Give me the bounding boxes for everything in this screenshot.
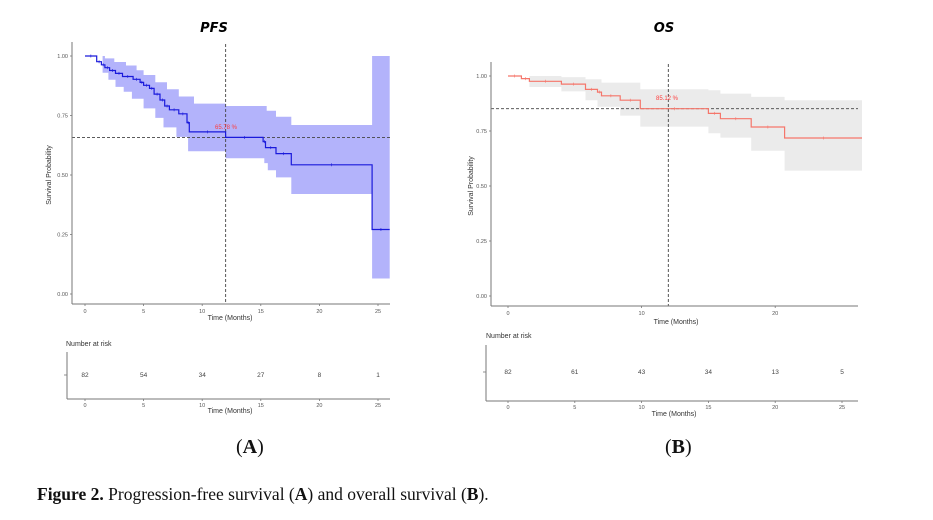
os-ytick-label: 0.75 (476, 129, 487, 135)
figure-caption: Figure 2. Progression-free survival (A) … (37, 484, 489, 504)
pfs-title: PFS (200, 21, 228, 36)
pfs-risk-xlabel: Time (Months) (208, 408, 253, 415)
os-risk-xlabel: Time (Months) (652, 411, 697, 418)
os-ci-band (508, 76, 862, 171)
os-xtick-label: 10 (639, 311, 645, 317)
os-survival-curve (508, 74, 862, 140)
os-ytick-label: 0.00 (476, 294, 487, 300)
pfs-xtick-label: 20 (316, 309, 322, 315)
os-risk-value: 82 (504, 369, 512, 376)
pfs-risk-xtick-label: 20 (316, 403, 322, 409)
pfs-risk-xtick-label: 25 (375, 403, 381, 409)
os-risk-table: 82 0 61 5 43 10 34 15 13 20 5 25 (483, 345, 858, 411)
pfs-km-line (85, 55, 390, 231)
pfs-ytick-label: 1.00 (57, 54, 68, 60)
pfs-risk-value: 82 (81, 372, 89, 379)
os-xtick-label: 0 (506, 311, 509, 317)
pfs-risk-xtick-label: 10 (199, 403, 205, 409)
pfs-risk-xtick-label: 0 (83, 403, 86, 409)
figure-label: Figure 2. (37, 484, 104, 504)
os-ytick-label: 0.25 (476, 239, 487, 245)
pfs-xtick-label: 15 (258, 309, 264, 315)
os-risk-value: 43 (638, 369, 646, 376)
os-xlabel: Time (Months) (654, 319, 699, 326)
os-title: OS (654, 21, 674, 36)
pfs-xtick-label: 0 (83, 309, 86, 315)
pfs-risk-value: 34 (199, 372, 207, 379)
panel-label-b: (B) (665, 436, 692, 458)
figure-canvas: PFS 0.000.250.500.751.000 5 10 15 20 25 65.78… (46, 21, 862, 418)
pfs-annotation: 65.78 % (215, 125, 238, 131)
os-ytick-label: 0.50 (476, 184, 487, 190)
pfs-ytick-label: 0.00 (57, 292, 68, 298)
os-risk-value: 61 (571, 369, 579, 376)
os-risk-xtick-label: 20 (772, 405, 778, 411)
pfs-reference-lines (72, 44, 390, 304)
pfs-ylabel: Survival Probability (46, 145, 53, 205)
os-axes: 0.00 0.25 0.50 0.75 1.00 0 10 20 (476, 62, 858, 317)
pfs-panel: PFS 0.000.250.500.751.000 5 10 15 20 25 65.78… (46, 21, 390, 415)
os-risk-xtick-label: 0 (506, 405, 509, 411)
pfs-risk-value: 1 (376, 372, 380, 379)
pfs-ytick-label: 0.25 (57, 233, 68, 239)
os-risk-value: 13 (772, 369, 780, 376)
pfs-risk-value: 27 (257, 372, 265, 379)
pfs-xtick-label: 25 (375, 309, 381, 315)
pfs-ci-band (85, 56, 390, 279)
os-xtick-label: 20 (772, 311, 778, 317)
pfs-risk-value: 54 (140, 372, 148, 379)
os-risk-xtick-label: 10 (639, 405, 645, 411)
pfs-axes: 0.00 0.25 0.50 0.75 1.00 0 5 10 15 20 25 (57, 42, 390, 315)
os-risk-xtick-label: 15 (705, 405, 711, 411)
panel-label-a: (A) (236, 436, 264, 458)
pfs-xlabel: Time (Months) (208, 315, 253, 322)
pfs-risk-xtick-label: 5 (142, 403, 145, 409)
os-ylabel: Survival Probability (468, 156, 475, 216)
pfs-risk-title: Number at risk (66, 341, 112, 348)
os-reference-lines (491, 64, 858, 306)
pfs-confidence-band (85, 56, 390, 279)
os-panel: OS 0.00 0.25 0.50 0.75 1.00 0 10 20 85.12 % Sur… (468, 21, 862, 418)
pfs-ytick-label: 0.50 (57, 173, 68, 179)
pfs-ytick-label: 0.75 (57, 114, 68, 120)
os-risk-title: Number at risk (486, 333, 532, 340)
pfs-xtick-label: 10 (199, 309, 205, 315)
os-confidence-band (508, 76, 862, 171)
pfs-risk-xtick-label: 15 (258, 403, 264, 409)
pfs-xtick-label: 5 (142, 309, 145, 315)
os-ytick-label: 1.00 (476, 74, 487, 80)
os-risk-xtick-label: 5 (573, 405, 576, 411)
os-risk-xtick-label: 25 (839, 405, 845, 411)
os-risk-value: 5 (840, 369, 844, 376)
pfs-survival-curve (85, 54, 390, 232)
os-risk-value: 34 (705, 369, 713, 376)
os-annotation: 85.12 % (656, 96, 679, 102)
pfs-risk-value: 8 (318, 372, 322, 379)
